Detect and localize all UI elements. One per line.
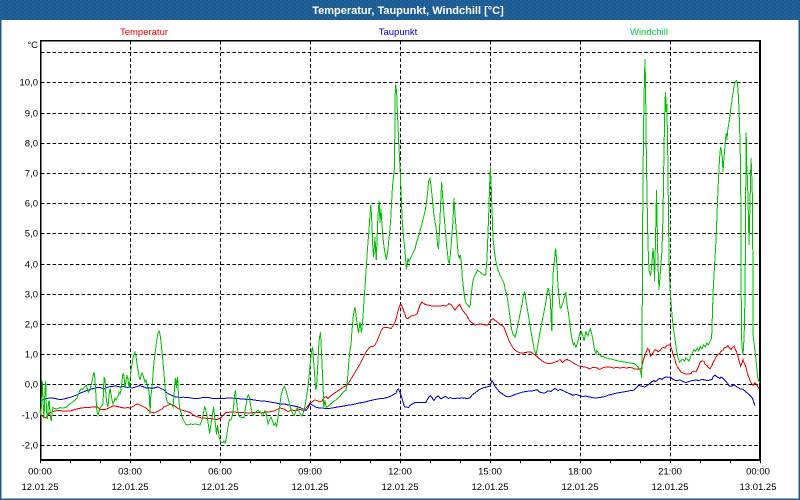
svg-text:1,0: 1,0 xyxy=(25,350,38,361)
svg-text:06:00: 06:00 xyxy=(208,467,232,478)
svg-text:Temperatur, Taupunkt, Windchil: Temperatur, Taupunkt, Windchill [°C] xyxy=(312,5,504,17)
svg-text:8,0: 8,0 xyxy=(25,139,38,150)
svg-text:°C: °C xyxy=(27,40,38,51)
svg-text:-1,0: -1,0 xyxy=(22,411,38,422)
svg-text:Taupunkt: Taupunkt xyxy=(379,27,418,38)
svg-text:12.01.25: 12.01.25 xyxy=(562,482,599,493)
svg-text:Temperatur: Temperatur xyxy=(120,27,168,38)
svg-text:12.01.25: 12.01.25 xyxy=(472,482,509,493)
svg-text:12.01.25: 12.01.25 xyxy=(292,482,329,493)
svg-text:12.01.25: 12.01.25 xyxy=(202,482,239,493)
svg-text:4,0: 4,0 xyxy=(25,260,38,271)
svg-text:0,0: 0,0 xyxy=(25,380,38,391)
svg-text:21:00: 21:00 xyxy=(658,467,682,478)
svg-text:09:00: 09:00 xyxy=(298,467,322,478)
svg-text:03:00: 03:00 xyxy=(118,467,142,478)
svg-text:-2,0: -2,0 xyxy=(22,441,38,452)
svg-text:2,0: 2,0 xyxy=(25,320,38,331)
svg-text:00:00: 00:00 xyxy=(746,467,770,478)
svg-text:12.01.25: 12.01.25 xyxy=(652,482,689,493)
svg-text:7,0: 7,0 xyxy=(25,169,38,180)
svg-text:00:00: 00:00 xyxy=(28,467,52,478)
svg-text:12:00: 12:00 xyxy=(388,467,412,478)
svg-text:3,0: 3,0 xyxy=(25,290,38,301)
svg-text:18:00: 18:00 xyxy=(568,467,592,478)
svg-text:12.01.25: 12.01.25 xyxy=(382,482,419,493)
svg-text:13.01.25: 13.01.25 xyxy=(740,482,777,493)
svg-text:Windchill: Windchill xyxy=(630,27,668,38)
svg-text:12.01.25: 12.01.25 xyxy=(22,482,59,493)
svg-text:10,0: 10,0 xyxy=(20,78,39,89)
svg-text:6,0: 6,0 xyxy=(25,199,38,210)
svg-text:12.01.25: 12.01.25 xyxy=(112,482,149,493)
svg-text:15:00: 15:00 xyxy=(478,467,502,478)
svg-text:9,0: 9,0 xyxy=(25,109,38,120)
svg-text:5,0: 5,0 xyxy=(25,229,38,240)
